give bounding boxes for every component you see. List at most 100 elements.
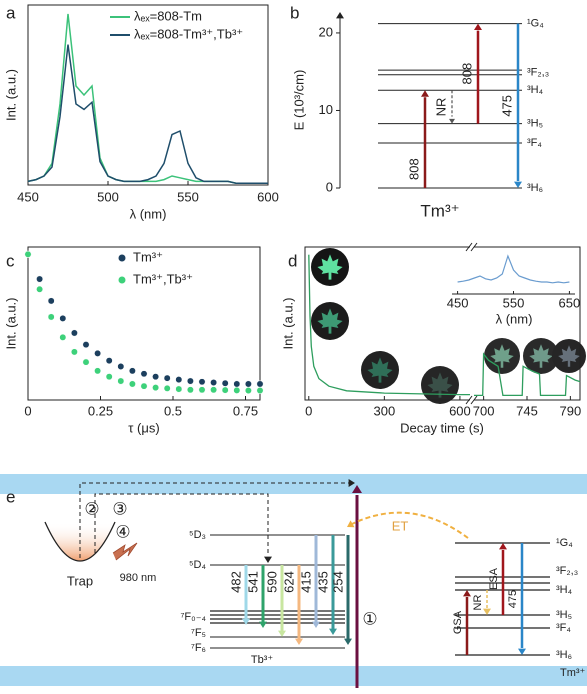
data-point: [152, 384, 160, 392]
panel-label: c: [6, 251, 15, 270]
x-tick-label: 0.5: [164, 403, 182, 418]
x-tick-label: 0.75: [233, 403, 258, 418]
x-axis-label: Decay time (s): [400, 420, 484, 435]
data-point: [70, 329, 78, 337]
legend-swatch: [118, 254, 126, 262]
data-point: [152, 373, 160, 381]
data-point: [198, 386, 206, 394]
legend-label: Tm³⁺,Tb³⁺: [133, 271, 193, 286]
level-label: ⁷F₆: [191, 642, 206, 654]
emission-label: 482: [228, 571, 243, 593]
inset-tick-label: 450: [447, 295, 469, 310]
data-point: [163, 374, 171, 382]
data-point: [105, 357, 113, 365]
transition-label: NR: [433, 98, 448, 117]
x-tick-label: 500: [97, 189, 119, 204]
level-label: ³H₆: [527, 182, 543, 194]
emission-label: 254: [330, 571, 345, 593]
level-label: ³F₂,₃: [527, 66, 549, 78]
transition-label: ESA: [488, 567, 500, 590]
arrowhead: [421, 90, 429, 97]
panel-label: e: [6, 487, 15, 506]
decay-line: [474, 352, 581, 397]
transition-label: GSA: [452, 610, 464, 634]
data-point: [175, 376, 183, 384]
data-point: [59, 333, 67, 341]
x-tick-label: 450: [17, 189, 39, 204]
level-label: ³F₄: [527, 137, 542, 149]
inset-tick-label: 550: [503, 295, 525, 310]
axis-break: [465, 242, 478, 405]
data-point: [82, 341, 90, 349]
arrowhead: [518, 648, 526, 655]
arrowhead: [278, 630, 286, 637]
step-label: ④: [115, 522, 130, 541]
plot-frame: [27, 246, 261, 401]
data-point: [82, 358, 90, 366]
transition-label: 475: [507, 590, 519, 608]
photos: [311, 248, 586, 404]
level-label: ⁷F₅: [191, 627, 206, 639]
legend-label: λₑₓ=808-Tm³⁺,Tb³⁺: [134, 26, 243, 41]
data-point: [198, 378, 206, 386]
data-point: [36, 275, 44, 283]
panel-label: a: [6, 3, 16, 22]
data-point: [94, 349, 102, 357]
data-point: [233, 380, 241, 388]
transition-label: 475: [499, 95, 514, 117]
arrowhead: [259, 621, 267, 628]
data-point: [117, 377, 125, 385]
arrowhead: [449, 118, 455, 124]
step-label: ③: [112, 499, 127, 518]
level-label: ³F₂,₃: [556, 565, 578, 577]
trap-path: [94, 493, 269, 556]
arrowhead: [474, 23, 482, 31]
data-point: [47, 313, 55, 321]
data-point: [221, 386, 229, 394]
x-axis-label: τ (μs): [128, 420, 159, 435]
emission-label: 590: [264, 571, 279, 593]
arrowhead: [463, 590, 471, 597]
x-tick-label: 300: [373, 403, 395, 418]
data-point: [36, 285, 44, 293]
x-tick-label: 0.25: [88, 403, 113, 418]
x-tick-label: 745: [516, 403, 538, 418]
data-point: [244, 380, 252, 388]
level-label: ³H₄: [556, 584, 573, 596]
legend-label: Tm³⁺: [133, 249, 163, 264]
data-point: [128, 380, 136, 388]
level-label: ⁵D₃: [189, 529, 206, 541]
data-point: [163, 384, 171, 392]
band-bottom: [0, 666, 587, 686]
step-label: ①: [362, 609, 377, 628]
y-axis-label: Int. (a.u.): [3, 69, 18, 121]
ion-label: Tm³⁺: [560, 667, 586, 679]
arrowhead: [348, 479, 355, 487]
trap-path: [79, 482, 350, 558]
ion-label: Tb³⁺: [251, 654, 274, 666]
arrowhead: [329, 628, 337, 635]
transition-label: 808: [406, 158, 421, 180]
y-tick-label: 0: [326, 179, 333, 194]
decay-line: [308, 254, 470, 396]
data-point: [24, 250, 32, 258]
level-label: ¹G₄: [556, 537, 573, 549]
excitation-label: 980 nm: [120, 572, 157, 584]
data-point: [256, 380, 264, 388]
x-tick-label: 0: [305, 403, 312, 418]
x-axis-label: λ (nm): [130, 206, 167, 221]
data-point: [233, 386, 241, 394]
level-label: ³F₄: [556, 622, 571, 634]
emission-label: 435: [315, 571, 330, 593]
y-axis-label: Int. (a.u.): [280, 297, 295, 349]
arrowhead: [336, 12, 344, 19]
x-tick-label: 600: [257, 189, 279, 204]
panel-label: b: [290, 3, 299, 22]
arrowhead: [347, 520, 355, 528]
energy-transfer: [349, 511, 469, 539]
level-label: ³H₄: [527, 84, 544, 96]
level-label: ¹G₄: [527, 18, 544, 30]
arrowhead: [499, 543, 507, 550]
y-tick-label: 20: [319, 24, 333, 39]
